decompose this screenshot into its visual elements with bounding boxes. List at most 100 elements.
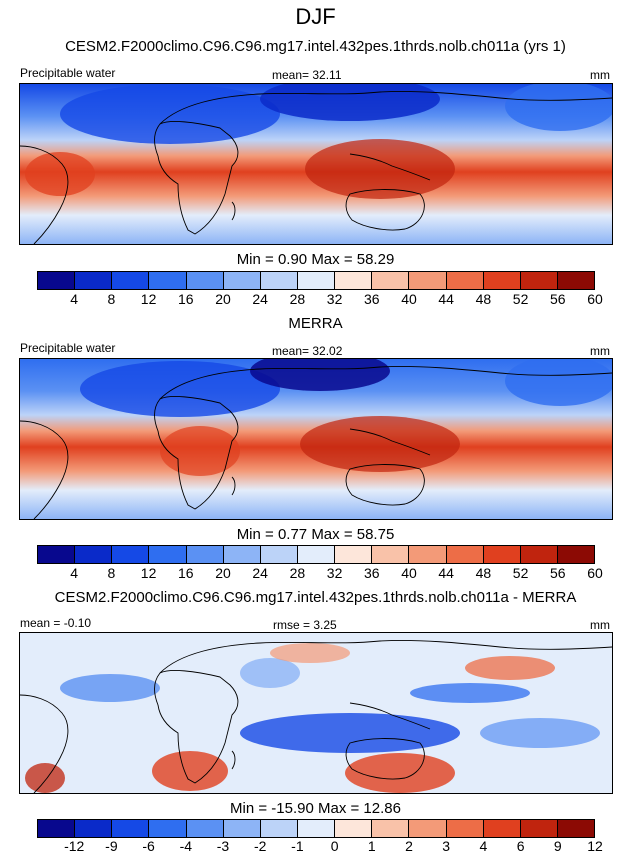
panel-3-negative-region	[240, 658, 300, 688]
panel-2-colorbar-ticks: 4 8 12 16 20 24 28 32 36 40 44 48 52 56 60	[37, 565, 603, 583]
colorbar-swatch	[335, 546, 373, 563]
colorbar-swatch	[557, 820, 595, 837]
colorbar-swatch	[520, 272, 558, 289]
colorbar-tick-label: 12	[140, 291, 157, 307]
colorbar-tick-label: -3	[216, 838, 230, 854]
colorbar-tick-label: 28	[289, 291, 306, 307]
colorbar-tick-label: 16	[178, 291, 194, 307]
panel-1-moist-region	[25, 152, 95, 196]
colorbar-swatch	[112, 272, 150, 289]
panel-3-colorbar-ticks: -12 -9 -6 -4 -3 -2 -1 0 1 2 3 4 6 9 12	[37, 838, 603, 856]
panel-2-min-max: Min = 0.77 Max = 58.75	[236, 526, 395, 543]
colorbar-swatch	[557, 272, 595, 289]
panel-3-coastline	[154, 670, 239, 784]
colorbar-tick-label: -6	[142, 838, 155, 854]
colorbar-tick-label: 60	[587, 291, 603, 307]
colorbar-swatch	[335, 272, 373, 289]
colorbar-swatch	[186, 820, 224, 837]
panel-1-colorbar-ticks: 4 8 12 16 20 24 28 32 36 40 44 48 52 56 60	[37, 291, 603, 309]
colorbar-swatch	[372, 272, 410, 289]
colorbar-swatch	[112, 820, 150, 837]
colorbar-swatch	[557, 546, 595, 563]
panel-2-moist-region	[160, 426, 240, 476]
colorbar-tick-label: 20	[215, 291, 231, 307]
colorbar-tick-label: 8	[107, 291, 116, 307]
panel-3-positive-region	[25, 763, 65, 793]
colorbar-tick-label: 48	[475, 291, 492, 307]
colorbar-tick-label: 36	[364, 565, 380, 581]
panel-3-coastline	[20, 694, 69, 793]
colorbar-swatch	[446, 546, 484, 563]
panel-3-coastline	[231, 750, 236, 770]
panel-3-colorbar	[37, 819, 595, 838]
panel-3-units-label: mm	[590, 618, 610, 632]
panel-2-variable-label: Precipitable water	[20, 341, 116, 355]
colorbar-swatch	[297, 546, 336, 563]
colorbar-swatch	[483, 546, 521, 563]
colorbar-tick-label: 6	[516, 838, 525, 854]
colorbar-tick-label: 28	[289, 565, 306, 581]
colorbar-tick-label: 2	[405, 838, 413, 854]
colorbar-swatch	[372, 546, 410, 563]
colorbar-swatch	[149, 820, 187, 837]
colorbar-tick-label: 4	[70, 291, 79, 307]
panel-2-coastline	[20, 420, 69, 519]
panel-2-mean-label: mean= 32.02	[272, 344, 343, 358]
colorbar-tick-label: 4	[70, 565, 79, 581]
panel-1-coastline	[345, 189, 425, 231]
colorbar-swatch	[75, 820, 113, 837]
colorbar-tick-label: 0	[330, 838, 339, 854]
colorbar-swatch	[409, 272, 447, 289]
panel-2-coastline	[154, 396, 239, 510]
colorbar-tick-label: 56	[550, 565, 566, 581]
colorbar-tick-label: 12	[587, 838, 603, 854]
panel-2-dry-region	[250, 359, 390, 391]
panel-2-dry-region	[505, 359, 612, 406]
colorbar-tick-label: 4	[479, 838, 488, 854]
colorbar-swatch	[520, 546, 558, 563]
colorbar-tick-label: 44	[438, 291, 454, 307]
colorbar-swatch	[75, 546, 113, 563]
colorbar-tick-label: 24	[252, 291, 268, 307]
colorbar-swatch	[335, 820, 373, 837]
colorbar-swatch	[112, 546, 150, 563]
panel-3-negative-region	[60, 674, 160, 702]
colorbar-swatch	[446, 820, 484, 837]
panel-2-coastline	[159, 366, 612, 400]
panel-3-min-max: Min = -15.90 Max = 12.86	[230, 800, 401, 817]
colorbar-tick-label: 48	[475, 565, 492, 581]
panel-1-coastline	[231, 201, 236, 221]
colorbar-swatch	[260, 272, 298, 289]
colorbar-swatch	[409, 820, 447, 837]
colorbar-swatch	[186, 272, 224, 289]
colorbar-swatch	[223, 820, 261, 837]
colorbar-tick-label: 16	[178, 565, 194, 581]
panel-2-dry-region	[80, 361, 280, 417]
season-title: DJF	[295, 4, 336, 29]
colorbar-tick-label: 52	[512, 291, 529, 307]
panel-3-positive-region	[270, 643, 350, 663]
colorbar-tick-label: -4	[179, 838, 193, 854]
panel-3-positive-region	[465, 656, 555, 680]
colorbar-tick-label: -9	[105, 838, 118, 854]
colorbar-tick-label: 44	[438, 565, 454, 581]
panel-3-mean-label: mean = -0.10	[20, 616, 92, 630]
panel-3-positive-region	[345, 753, 455, 793]
panel-3-negative-region	[410, 683, 530, 703]
panel-2-coastline	[231, 476, 236, 496]
panel-1-colorbar	[37, 271, 595, 290]
colorbar-swatch	[260, 820, 298, 837]
colorbar-swatch	[186, 546, 224, 563]
colorbar-tick-label: 40	[401, 291, 417, 307]
colorbar-tick-label: -1	[291, 838, 304, 854]
colorbar-swatch	[223, 546, 261, 563]
panel-3-coastline	[159, 640, 612, 674]
panel-3-negative-region	[480, 718, 600, 748]
panel-1-moist-region	[305, 139, 455, 199]
colorbar-tick-label: 36	[364, 291, 380, 307]
panel-3-map	[19, 632, 613, 794]
panel-3-rmse-label: rmse = 3.25	[273, 618, 337, 632]
colorbar-swatch	[483, 820, 521, 837]
panel-1-min-max: Min = 0.90 Max = 58.29	[236, 251, 395, 268]
colorbar-swatch	[149, 546, 187, 563]
